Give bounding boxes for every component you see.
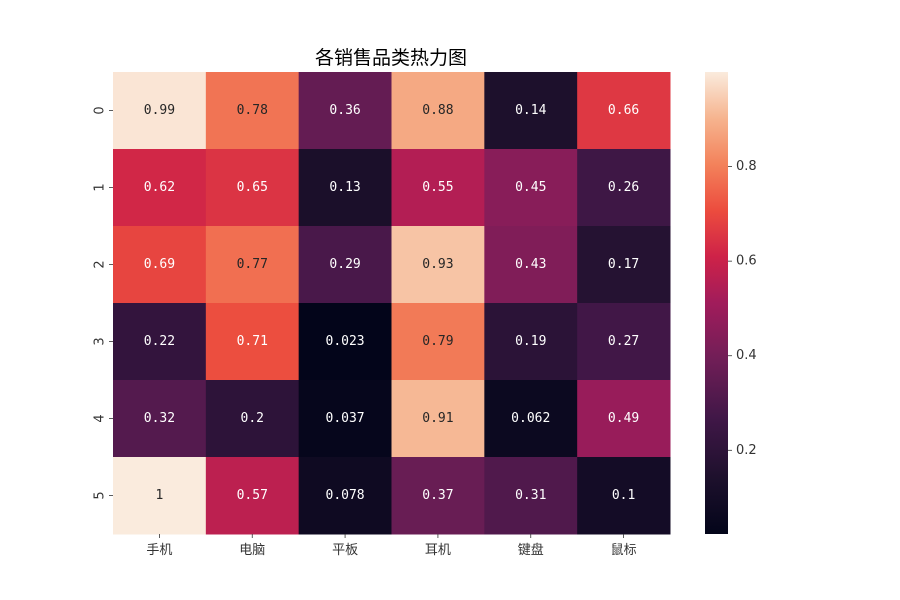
x-tick-label: 鼠标	[611, 543, 637, 558]
cell-value-label: 0.55	[422, 180, 453, 195]
cell-value-label: 0.22	[144, 334, 175, 349]
heatmap-cell	[205, 303, 300, 381]
cell-value-label: 0.93	[422, 257, 453, 272]
cell-value-label: 0.36	[329, 103, 360, 118]
cell-value-label: 1	[156, 488, 164, 503]
heatmap-cell	[391, 226, 485, 304]
heatmap-cell	[577, 303, 671, 381]
heatmap-cell	[298, 380, 392, 458]
cell-value-label: 0.78	[237, 103, 268, 118]
heatmap-cell	[484, 457, 578, 535]
heatmap-cell	[577, 226, 671, 304]
heatmap-cell	[484, 303, 578, 381]
heatmap-cell	[391, 72, 485, 150]
cell-value-label: 0.062	[511, 411, 550, 426]
heatmap-cell	[298, 226, 392, 304]
heatmap-cell	[298, 303, 392, 381]
heatmap-cell	[577, 149, 671, 227]
colorbar-tick-label: 0.4	[736, 348, 757, 363]
heatmap-cell	[205, 72, 300, 150]
cell-value-label: 0.79	[422, 334, 453, 349]
heatmap-cell	[113, 380, 207, 458]
heatmap-cells: 0.99 0.78 0.36 0.88 0.14 0.66 0.62 0.65 0.13 0.55…	[113, 72, 671, 535]
cell-value-label: 0.13	[329, 180, 360, 195]
x-tick-label: 耳机	[425, 543, 451, 558]
heatmap-cell	[391, 380, 485, 458]
y-tick-label: 2	[93, 260, 108, 268]
cell-value-label: 0.57	[237, 488, 268, 503]
cell-value-label: 0.29	[329, 257, 360, 272]
cell-value-label: 0.078	[326, 488, 365, 503]
cell-value-label: 0.69	[144, 257, 175, 272]
heatmap-cell	[577, 457, 671, 535]
cell-value-label: 0.88	[422, 103, 453, 118]
heatmap-cell	[205, 380, 300, 458]
heatmap-cell	[484, 72, 578, 150]
cell-value-label: 0.37	[422, 488, 453, 503]
heatmap-cell	[113, 457, 207, 535]
x-axis-ticks: 手机 电脑 平板 耳机 键盘 鼠标	[146, 534, 637, 558]
heatmap-cell	[298, 72, 392, 150]
heatmap-cell	[577, 380, 671, 458]
heatmap-cell	[484, 149, 578, 227]
heatmap-cell	[298, 457, 392, 535]
heatmap-cell	[113, 149, 207, 227]
cell-value-label: 0.32	[144, 411, 175, 426]
y-tick-label: 0	[93, 106, 108, 114]
heatmap-cell	[391, 457, 485, 535]
cell-value-label: 0.14	[515, 103, 546, 118]
x-tick-label: 平板	[332, 543, 358, 558]
heatmap-cell	[484, 380, 578, 458]
x-tick-label: 手机	[146, 543, 172, 558]
cell-value-label: 0.19	[515, 334, 546, 349]
cell-value-label: 0.45	[515, 180, 546, 195]
y-tick-label: 1	[93, 183, 108, 191]
cell-value-label: 0.1	[612, 488, 635, 503]
cell-value-label: 0.26	[608, 180, 639, 195]
x-tick-label: 电脑	[239, 543, 265, 558]
chart-title: 各销售品类热力图	[315, 47, 467, 69]
heatmap-cell	[113, 72, 207, 150]
cell-value-label: 0.99	[144, 103, 175, 118]
cell-value-label: 0.66	[608, 103, 639, 118]
cell-value-label: 0.43	[515, 257, 546, 272]
heatmap-cell	[205, 149, 300, 227]
heatmap-cell	[484, 226, 578, 304]
heatmap-cell	[298, 149, 392, 227]
heatmap-cell	[205, 226, 300, 304]
cell-value-label: 0.62	[144, 180, 175, 195]
y-axis-ticks: 0 1 2 3 4 5	[93, 106, 113, 500]
colorbar	[705, 72, 728, 534]
cell-value-label: 0.037	[326, 411, 365, 426]
colorbar-tick-label: 0.8	[736, 159, 757, 174]
heatmap-cell	[391, 303, 485, 381]
cell-value-label: 0.27	[608, 334, 639, 349]
y-tick-label: 4	[93, 414, 108, 422]
y-tick-label: 5	[93, 491, 108, 499]
cell-value-label: 0.71	[237, 334, 268, 349]
cell-value-label: 0.023	[326, 334, 365, 349]
cell-value-label: 0.77	[237, 257, 268, 272]
colorbar-ticks: 0.2 0.4 0.6 0.8	[728, 159, 757, 458]
heatmap-cell	[113, 226, 207, 304]
heatmap-cell	[113, 303, 207, 381]
cell-value-label: 0.65	[237, 180, 268, 195]
heatmap-cell	[205, 457, 300, 535]
y-tick-label: 3	[93, 337, 108, 345]
cell-value-label: 0.91	[422, 411, 453, 426]
cell-value-label: 0.17	[608, 257, 639, 272]
heatmap-cell	[391, 149, 485, 227]
cell-value-label: 0.31	[515, 488, 546, 503]
cell-value-label: 0.2	[241, 411, 264, 426]
colorbar-tick-label: 0.2	[736, 443, 757, 458]
x-tick-label: 键盘	[518, 542, 544, 558]
heatmap-cell	[577, 72, 671, 150]
cell-value-label: 0.49	[608, 411, 639, 426]
colorbar-tick-label: 0.6	[736, 254, 757, 269]
